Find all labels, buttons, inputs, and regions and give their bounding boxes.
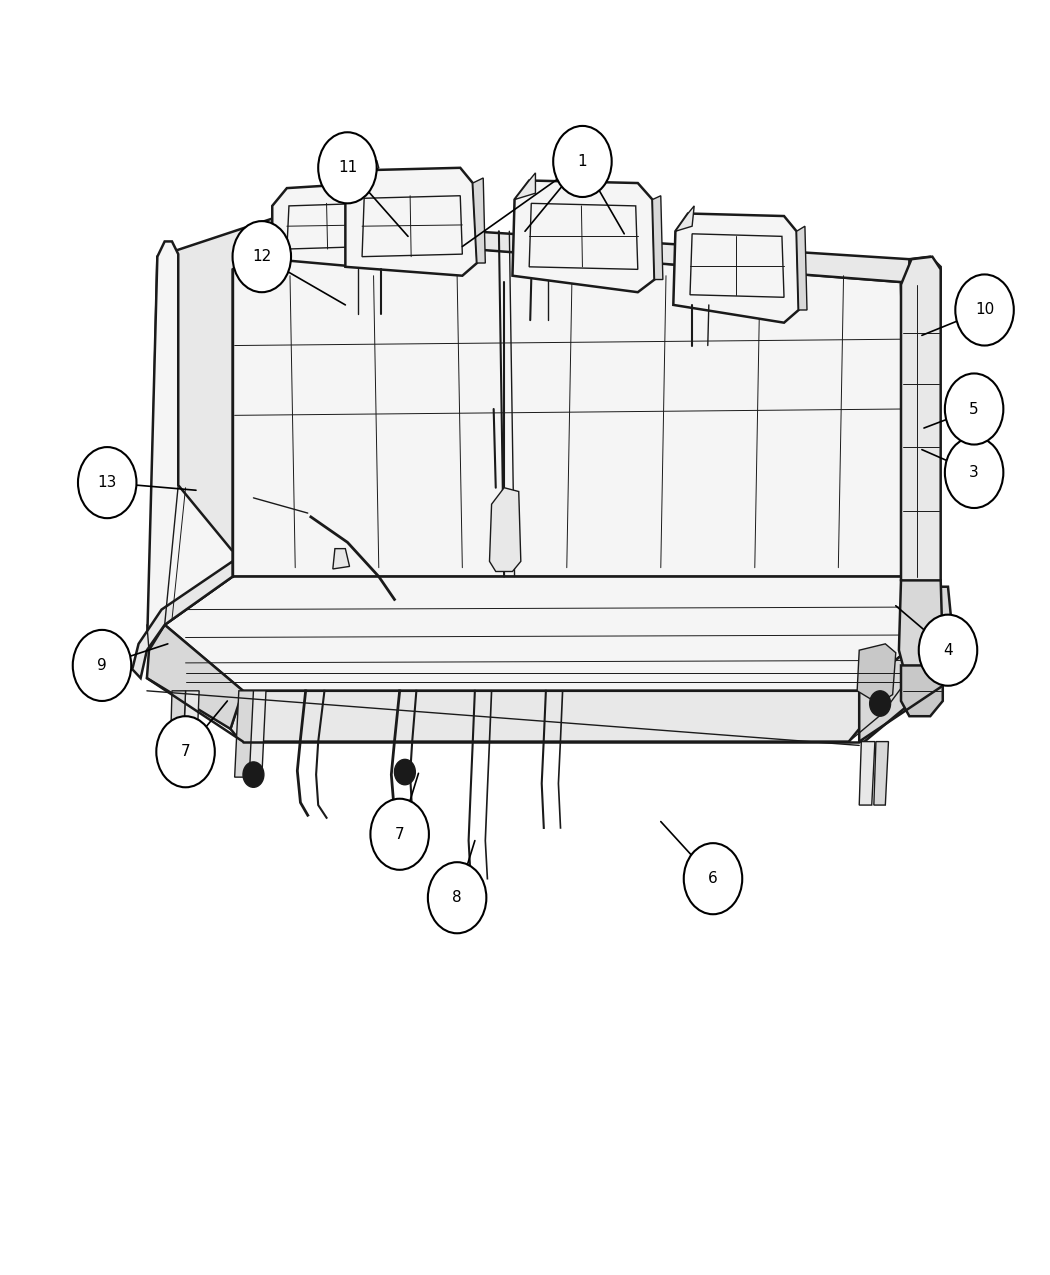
Text: 10: 10 [975,302,994,317]
Circle shape [318,133,377,203]
Circle shape [945,437,1004,507]
Text: 5: 5 [969,402,979,417]
Polygon shape [797,226,807,310]
Polygon shape [652,196,663,279]
Text: 8: 8 [453,890,462,905]
Polygon shape [859,586,953,742]
Circle shape [72,630,131,701]
Circle shape [243,762,264,787]
Polygon shape [675,205,694,231]
Text: 6: 6 [708,871,718,886]
Polygon shape [673,213,799,323]
Circle shape [919,615,978,686]
Text: 4: 4 [943,643,952,658]
Circle shape [371,798,428,870]
Text: 7: 7 [181,745,190,759]
Polygon shape [345,168,477,275]
Polygon shape [272,184,381,266]
Polygon shape [230,691,859,742]
Polygon shape [272,218,909,282]
Circle shape [945,374,1004,445]
Polygon shape [514,173,536,200]
Circle shape [427,862,486,933]
Polygon shape [901,256,941,593]
Polygon shape [489,488,521,571]
Circle shape [78,448,136,518]
Circle shape [956,274,1014,346]
Text: 13: 13 [98,476,117,490]
Polygon shape [170,691,186,768]
Circle shape [553,126,612,198]
Polygon shape [472,179,485,263]
Text: 3: 3 [969,465,979,479]
Polygon shape [333,548,350,569]
Polygon shape [857,644,896,704]
Circle shape [395,760,416,784]
Polygon shape [149,218,282,627]
Polygon shape [345,161,379,191]
Polygon shape [859,742,875,805]
Polygon shape [232,233,906,576]
Polygon shape [901,666,943,717]
Polygon shape [147,241,232,650]
Polygon shape [247,691,266,778]
Text: 9: 9 [97,658,107,673]
Circle shape [684,843,742,914]
Text: 7: 7 [395,826,404,842]
Polygon shape [512,181,654,292]
Circle shape [232,221,291,292]
Circle shape [156,717,215,787]
Polygon shape [165,576,938,691]
Polygon shape [234,691,253,778]
Polygon shape [899,580,943,678]
Polygon shape [874,742,888,805]
Text: 12: 12 [252,249,271,264]
Polygon shape [901,256,941,589]
Polygon shape [147,625,243,729]
Polygon shape [132,561,232,678]
Circle shape [869,691,890,717]
Text: 1: 1 [578,154,587,170]
Text: 11: 11 [338,161,357,175]
Circle shape [176,752,197,778]
Polygon shape [183,691,200,768]
